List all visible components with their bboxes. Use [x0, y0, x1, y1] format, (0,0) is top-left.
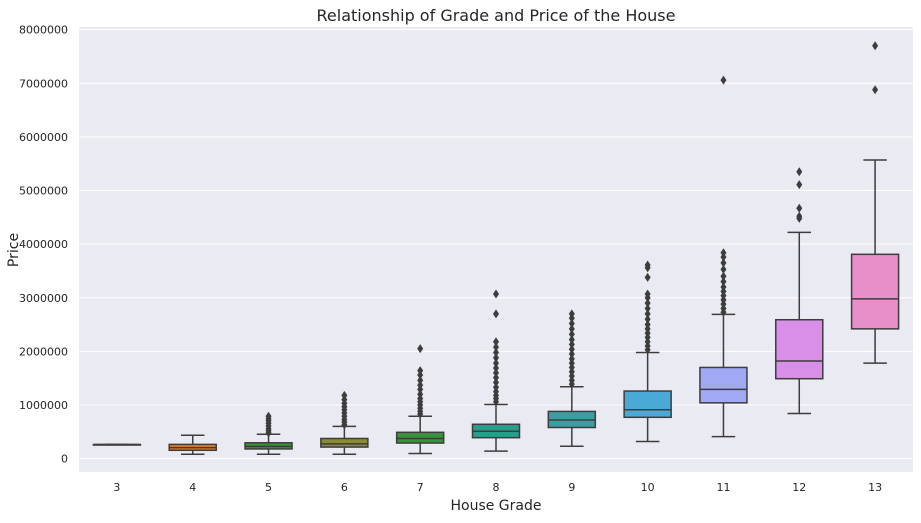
- outlier-point: [493, 377, 499, 387]
- outlier-point: [720, 282, 727, 292]
- outlier-point: [720, 258, 727, 268]
- x-tick-label: 13: [868, 481, 882, 494]
- outlier-point: [417, 380, 424, 390]
- x-tick-label: 5: [265, 481, 272, 494]
- y-tick-labels: 0 1000000 2000000 3000000 4000000 5000000 6000…: [19, 24, 68, 466]
- outlier-point: [417, 389, 424, 399]
- outlier-point: [568, 354, 575, 364]
- outlier-point: [568, 349, 575, 359]
- outlier-point: [493, 347, 499, 357]
- outlier-point: [493, 363, 499, 373]
- y-axis-label: Price: [6, 233, 22, 267]
- y-tick-label: 8000000: [19, 24, 68, 37]
- x-axis-label: House Grade: [450, 498, 541, 514]
- box-grade-4: [168, 434, 217, 456]
- y-tick-label: 0: [61, 453, 68, 466]
- outlier-point: [568, 335, 575, 345]
- outlier-point: [265, 411, 272, 421]
- iqr-box: [699, 366, 748, 404]
- box-grade-9: [547, 309, 597, 448]
- outlier-point: [644, 289, 651, 299]
- outlier-point: [796, 167, 803, 177]
- outlier-point: [720, 264, 727, 274]
- outlier-point: [568, 318, 575, 328]
- iqr-box: [775, 318, 824, 380]
- outlier-point: [720, 277, 727, 287]
- box-grade-13: [850, 41, 900, 364]
- outlier-point: [644, 314, 651, 324]
- chart-title: Relationship of Grade and Price of the H…: [317, 6, 676, 25]
- outlier-point: [720, 271, 727, 281]
- outlier-point: [720, 75, 727, 85]
- outlier-point: [493, 309, 499, 319]
- outlier-point: [493, 353, 499, 363]
- box-grade-5: [244, 411, 293, 456]
- outlier-point: [568, 309, 575, 319]
- outlier-point: [644, 303, 651, 313]
- x-tick-label: 4: [189, 481, 196, 494]
- outlier-point: [493, 342, 499, 352]
- outlier-point: [568, 329, 575, 339]
- iqr-box: [850, 253, 900, 330]
- outlier-point: [568, 339, 575, 349]
- outlier-point: [644, 298, 651, 308]
- y-tick-label: 6000000: [19, 131, 68, 144]
- outlier-point: [568, 344, 575, 354]
- x-tick-label: 3: [113, 481, 120, 494]
- box-grade-10: [623, 260, 672, 443]
- x-tick-label: 11: [716, 481, 730, 494]
- iqr-box: [623, 390, 672, 419]
- box-grade-3: [92, 443, 142, 446]
- outlier-point: [872, 41, 879, 51]
- outlier-point: [720, 248, 727, 258]
- iqr-box: [320, 437, 369, 448]
- outlier-point: [493, 358, 499, 368]
- box-grade-7: [395, 344, 445, 455]
- outlier-point: [796, 203, 803, 213]
- iqr-box: [395, 431, 445, 444]
- outlier-point: [568, 324, 575, 334]
- box-series: [92, 41, 900, 456]
- y-tick-label: 1000000: [19, 399, 68, 412]
- x-tick-label: 8: [493, 481, 500, 494]
- box-grade-12: [775, 167, 824, 415]
- y-tick-label: 2000000: [19, 345, 68, 358]
- x-tick-label: 7: [417, 481, 424, 494]
- outlier-point: [493, 368, 499, 378]
- x-tick-label: 12: [792, 481, 806, 494]
- y-tick-label: 3000000: [19, 292, 68, 305]
- box-grade-6: [320, 390, 369, 456]
- outlier-point: [417, 375, 424, 385]
- x-tick-label: 9: [568, 481, 575, 494]
- x-tick-label: 6: [341, 481, 348, 494]
- outlier-point: [796, 211, 803, 221]
- outlier-point: [493, 289, 499, 299]
- outlier-point: [644, 272, 651, 282]
- outlier-point: [872, 85, 879, 95]
- outlier-point: [796, 180, 803, 190]
- outlier-point: [644, 260, 651, 270]
- outlier-point: [493, 373, 499, 383]
- outlier-point: [493, 382, 499, 392]
- y-tick-label: 4000000: [19, 238, 68, 251]
- x-tick-labels: 3 4 5 6 7 8 9 10 11 12 13: [113, 481, 882, 494]
- outlier-point: [417, 366, 424, 376]
- outlier-point: [644, 309, 651, 319]
- x-tick-label: 10: [641, 481, 655, 494]
- y-tick-label: 7000000: [19, 77, 68, 90]
- box-grade-11: [699, 75, 748, 438]
- outlier-point: [644, 320, 651, 330]
- outlier-point: [341, 390, 348, 400]
- outlier-point: [417, 344, 424, 354]
- box-grade-8: [471, 289, 521, 452]
- y-tick-label: 5000000: [19, 185, 68, 198]
- outlier-point: [493, 337, 499, 347]
